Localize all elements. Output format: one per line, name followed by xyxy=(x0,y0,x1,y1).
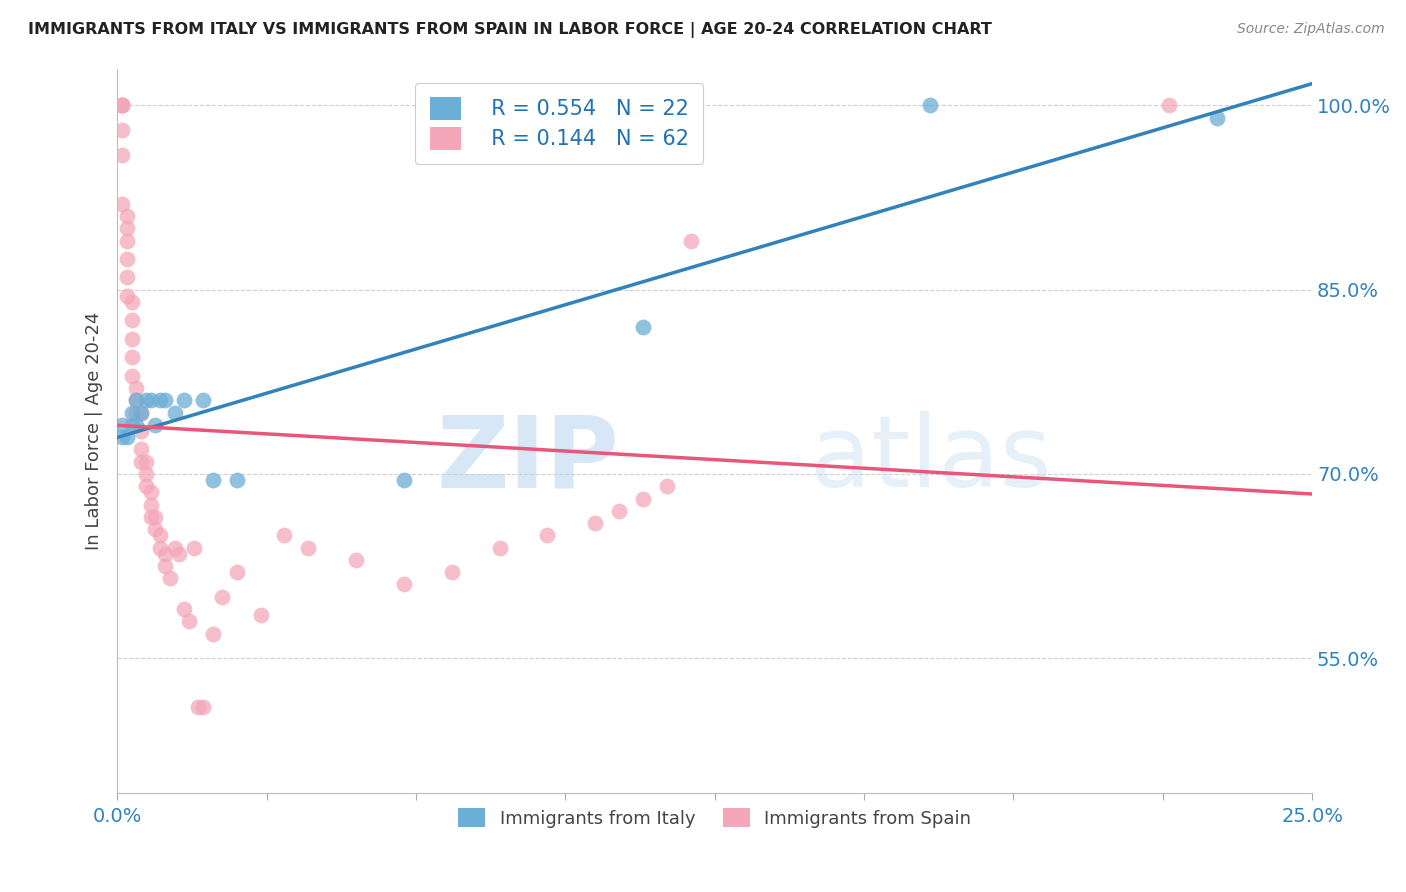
Text: ZIP: ZIP xyxy=(436,411,619,508)
Point xyxy=(153,393,176,408)
Point xyxy=(115,270,138,285)
Y-axis label: In Labor Force | Age 20-24: In Labor Force | Age 20-24 xyxy=(86,311,103,550)
Point xyxy=(125,393,148,408)
Point xyxy=(488,541,510,555)
Point xyxy=(655,479,678,493)
Point xyxy=(249,608,271,623)
Point xyxy=(139,393,162,408)
Point xyxy=(121,368,143,383)
Point xyxy=(139,485,162,500)
Point xyxy=(111,98,134,112)
Point xyxy=(135,479,157,493)
Point xyxy=(536,528,558,542)
Point xyxy=(193,700,215,714)
Point xyxy=(111,123,134,137)
Point xyxy=(135,393,157,408)
Point xyxy=(1157,98,1180,112)
Point xyxy=(631,491,654,506)
Point xyxy=(631,319,654,334)
Text: atlas: atlas xyxy=(810,411,1052,508)
Point xyxy=(211,590,233,604)
Point xyxy=(344,553,367,567)
Point xyxy=(115,234,138,248)
Point xyxy=(111,98,134,112)
Point xyxy=(440,565,463,579)
Point xyxy=(121,332,143,346)
Point xyxy=(111,98,134,112)
Point xyxy=(193,393,215,408)
Point xyxy=(129,405,152,419)
Point xyxy=(145,417,167,432)
Point xyxy=(115,430,138,444)
Text: IMMIGRANTS FROM ITALY VS IMMIGRANTS FROM SPAIN IN LABOR FORCE | AGE 20-24 CORREL: IMMIGRANTS FROM ITALY VS IMMIGRANTS FROM… xyxy=(28,22,993,38)
Point xyxy=(129,442,152,457)
Point xyxy=(225,473,247,487)
Point xyxy=(149,528,172,542)
Point xyxy=(149,541,172,555)
Point xyxy=(129,424,152,438)
Point xyxy=(111,430,134,444)
Point xyxy=(159,571,181,585)
Point xyxy=(392,473,415,487)
Point xyxy=(169,547,191,561)
Point xyxy=(201,626,224,640)
Point xyxy=(115,289,138,303)
Point xyxy=(273,528,295,542)
Point xyxy=(125,405,148,419)
Point xyxy=(121,417,143,432)
Point xyxy=(201,473,224,487)
Point xyxy=(225,565,247,579)
Point xyxy=(149,393,172,408)
Point xyxy=(125,417,148,432)
Point xyxy=(607,504,630,518)
Point xyxy=(177,615,200,629)
Point xyxy=(129,405,152,419)
Point xyxy=(183,541,205,555)
Point xyxy=(153,559,176,574)
Point xyxy=(135,455,157,469)
Point xyxy=(135,467,157,481)
Point xyxy=(153,547,176,561)
Point xyxy=(145,510,167,524)
Point xyxy=(115,221,138,235)
Legend: Immigrants from Italy, Immigrants from Spain: Immigrants from Italy, Immigrants from S… xyxy=(451,801,979,835)
Point xyxy=(145,522,167,536)
Point xyxy=(163,405,186,419)
Point xyxy=(187,700,209,714)
Point xyxy=(121,294,143,309)
Point xyxy=(115,252,138,266)
Point xyxy=(121,350,143,364)
Point xyxy=(918,98,941,112)
Point xyxy=(173,602,195,616)
Point xyxy=(297,541,319,555)
Point xyxy=(679,234,702,248)
Point xyxy=(139,510,162,524)
Point xyxy=(115,209,138,223)
Point xyxy=(583,516,606,530)
Point xyxy=(139,498,162,512)
Point xyxy=(129,455,152,469)
Point xyxy=(392,577,415,591)
Point xyxy=(173,393,195,408)
Point xyxy=(125,393,148,408)
Point xyxy=(163,541,186,555)
Point xyxy=(1205,111,1227,125)
Point xyxy=(111,147,134,161)
Point xyxy=(111,98,134,112)
Point xyxy=(121,405,143,419)
Point xyxy=(121,313,143,327)
Point xyxy=(111,417,134,432)
Text: Source: ZipAtlas.com: Source: ZipAtlas.com xyxy=(1237,22,1385,37)
Point xyxy=(125,381,148,395)
Point xyxy=(111,196,134,211)
